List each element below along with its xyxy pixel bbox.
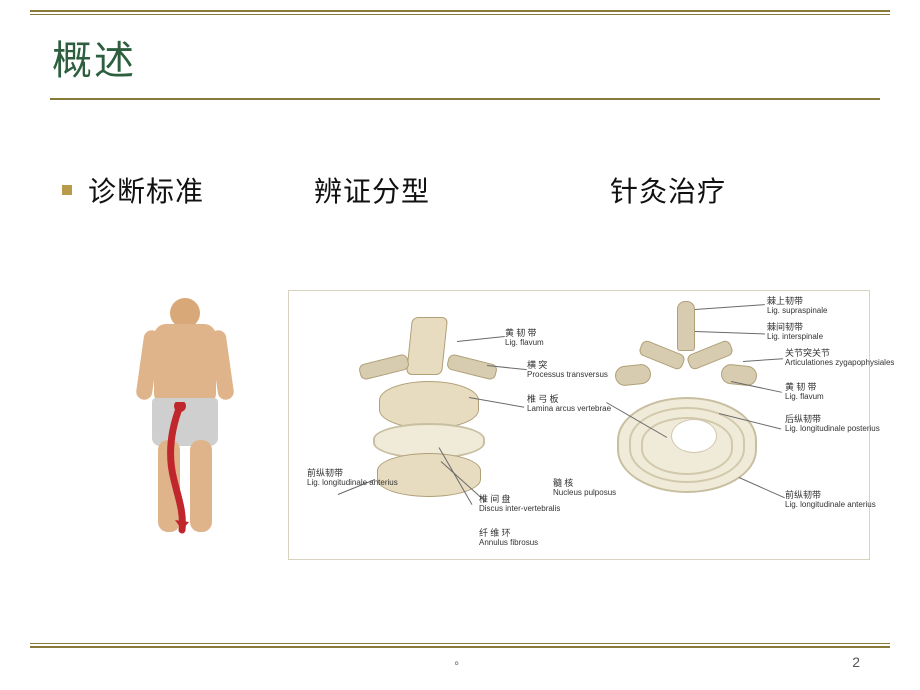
page-number: 2: [852, 654, 860, 670]
sciatica-arrow-icon: [160, 402, 230, 542]
label-post-long: 后纵韧带Lig. longitudinale posterius: [785, 415, 880, 434]
label-interspinale: 棘间韧带Lig. interspinale: [767, 323, 823, 342]
transverse-process-left: [358, 353, 410, 381]
rule-bottom: [30, 646, 890, 648]
rule-under-title: [50, 98, 880, 100]
slide: 概述 诊断标准 辨证分型 针灸治疗: [0, 0, 920, 690]
vertebra-right-group: 棘上韧带Lig. supraspinale 棘间韧带Lig. interspin…: [599, 301, 849, 551]
label-supraspinale: 棘上韧带Lig. supraspinale: [767, 297, 827, 316]
figure-human-back: [100, 290, 270, 550]
topic-diagnosis: 诊断标准: [88, 170, 204, 210]
bullet-icon: [62, 185, 72, 195]
slide-title: 概述: [52, 28, 136, 86]
topic-syndrome: 辨证分型: [314, 170, 430, 210]
topic-acupuncture: 针灸治疗: [610, 170, 726, 210]
human-torso: [154, 324, 216, 402]
label-ant-long: 前纵韧带Lig. longitudinale anterius: [307, 469, 398, 488]
label-flavum-r: 黄 韧 带Lig. flavum: [785, 383, 824, 402]
label-lig-flavum: 黄 韧 带Lig. flavum: [505, 329, 544, 348]
label-disc: 椎 间 盘Discus inter-vertebralis: [479, 495, 560, 514]
label-processus: 横 突Processus transversus: [527, 361, 608, 380]
rule-top-inner: [30, 14, 890, 15]
label-nucleus: 髓 核Nucleus pulposus: [553, 479, 616, 498]
vertebral-body-upper: [379, 381, 479, 429]
rule-bottom-inner: [30, 643, 890, 644]
spinous-process: [406, 317, 448, 375]
spinous-process-top: [677, 301, 695, 351]
label-annulus: 纤 维 环Annulus fibrosus: [479, 529, 538, 548]
nucleus-pulposus: [671, 419, 717, 453]
label-ant-long-r: 前纵韧带Lig. longitudinale anterius: [785, 491, 876, 510]
transverse-process-right: [446, 353, 498, 381]
image-row: 黄 韧 带Lig. flavum 横 突Processus transversu…: [100, 290, 870, 580]
topics-row: 诊断标准 辨证分型 针灸治疗: [62, 170, 880, 210]
figure-vertebra-anatomy: 黄 韧 带Lig. flavum 横 突Processus transversu…: [288, 290, 870, 560]
vertebra-left-group: 黄 韧 带Lig. flavum 横 突Processus transversu…: [329, 311, 549, 541]
rule-top: [30, 10, 890, 12]
facet-left: [614, 363, 652, 387]
footnote: 。: [455, 652, 466, 668]
label-zygapophysial: 关节突关节Articulationes zygapophysiales: [785, 349, 894, 368]
